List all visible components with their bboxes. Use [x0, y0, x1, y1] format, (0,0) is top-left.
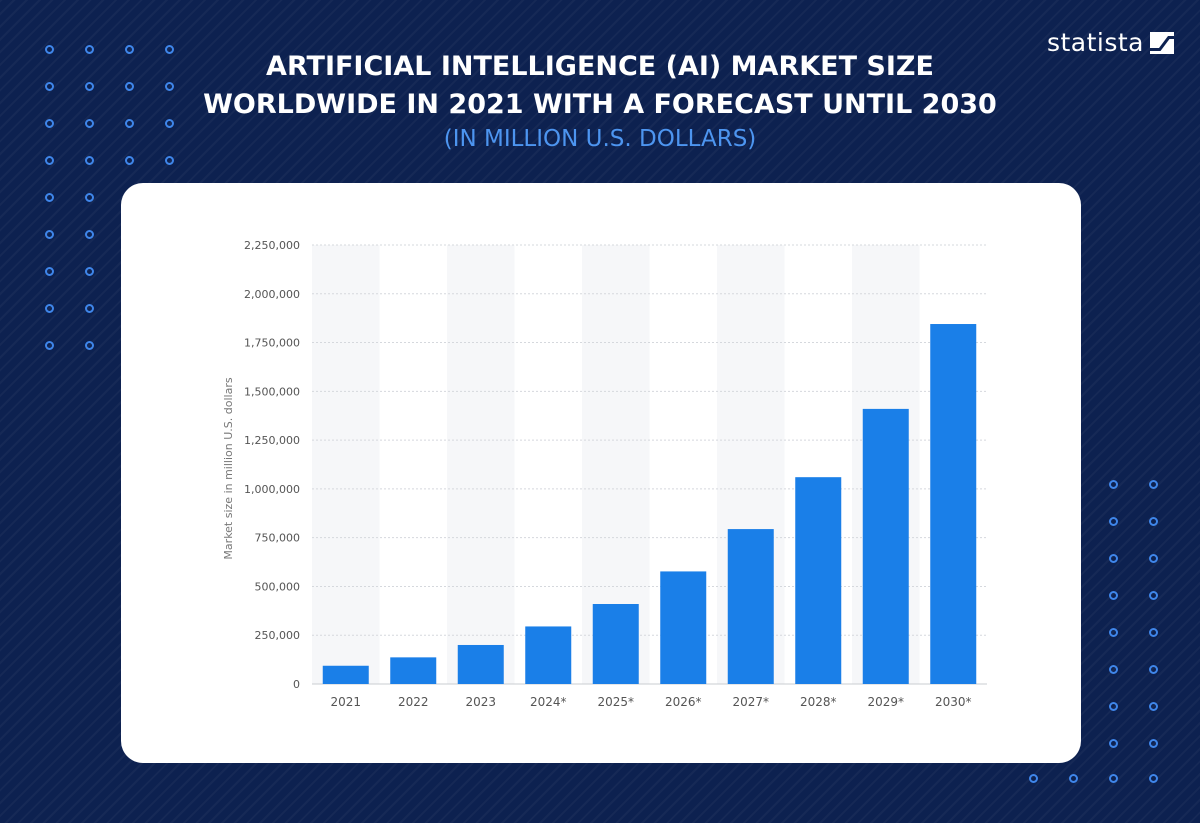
x-tick-label: 2023 — [465, 695, 496, 709]
x-tick-label: 2028* — [800, 695, 837, 709]
bar — [592, 604, 639, 684]
decorative-dot — [85, 267, 94, 276]
decorative-dot — [45, 156, 54, 165]
decorative-dot — [85, 230, 94, 239]
decorative-dot — [1109, 554, 1118, 563]
decorative-dot — [1149, 739, 1158, 748]
y-tick-label: 0 — [293, 678, 300, 691]
decorative-dot — [1109, 480, 1118, 489]
decorative-dot — [1109, 702, 1118, 711]
bar — [390, 657, 437, 684]
decorative-dot — [165, 156, 174, 165]
decorative-dot — [85, 193, 94, 202]
y-tick-label: 1,500,000 — [244, 385, 300, 398]
bar — [930, 324, 977, 684]
plot-band — [312, 245, 380, 684]
chart-card: 0 250,000 500,000 750,000 1,000,000 1,250,000… — [121, 183, 1081, 763]
decorative-dot — [45, 341, 54, 350]
decorative-dot — [85, 156, 94, 165]
bar — [862, 408, 909, 684]
statista-logo: statista — [1047, 28, 1174, 57]
y-tick-label: 250,000 — [255, 629, 301, 642]
decorative-dot — [45, 45, 54, 54]
y-tick-label: 1,000,000 — [244, 483, 300, 496]
decorative-dot — [45, 193, 54, 202]
chart-title-line-1: ARTIFICIAL INTELLIGENCE (AI) MARKET SIZE — [266, 51, 934, 82]
decorative-dot — [85, 45, 94, 54]
logo-text: statista — [1046, 28, 1144, 57]
x-tick-label: 2030* — [935, 695, 972, 709]
decorative-dot — [1149, 665, 1158, 674]
decorative-dot — [125, 156, 134, 165]
decorative-dot — [1149, 480, 1158, 489]
decorative-dot — [1149, 774, 1158, 783]
y-tick-label: 2,250,000 — [244, 239, 300, 252]
decorative-dot — [1109, 517, 1118, 526]
decorative-dot — [1109, 628, 1118, 637]
decorative-dot — [45, 82, 54, 91]
decorative-dot — [1149, 702, 1158, 711]
x-tick-label: 2022 — [398, 695, 429, 709]
y-tick-label: 2,000,000 — [244, 288, 300, 301]
decorative-dot — [45, 267, 54, 276]
decorative-dot — [45, 119, 54, 128]
decorative-dot — [125, 45, 134, 54]
decorative-dot — [85, 119, 94, 128]
y-tick-label: 750,000 — [255, 532, 301, 545]
bar — [795, 477, 842, 684]
chart-title-line-2: WORLDWIDE IN 2021 WITH A FORECAST UNTIL … — [203, 89, 997, 120]
bar — [660, 571, 707, 684]
bar — [322, 665, 369, 684]
y-tick-label: 1,750,000 — [244, 337, 300, 350]
x-tick-label: 2025* — [597, 695, 634, 709]
decorative-dot — [85, 304, 94, 313]
x-tick-label: 2029* — [867, 695, 904, 709]
plot-band — [447, 245, 515, 684]
y-axis-label: Market size in million U.S. dollars — [222, 377, 235, 559]
decorative-dot — [165, 45, 174, 54]
decorative-dot — [1149, 628, 1158, 637]
decorative-dot — [125, 119, 134, 128]
decorative-dot — [1109, 774, 1118, 783]
y-tick-label: 1,250,000 — [244, 434, 300, 447]
decorative-dot — [125, 82, 134, 91]
decorative-dot — [85, 82, 94, 91]
decorative-dot — [45, 230, 54, 239]
decorative-dot — [1109, 739, 1118, 748]
decorative-dot — [1149, 554, 1158, 563]
decorative-dot — [1029, 774, 1038, 783]
decorative-dot — [1109, 591, 1118, 600]
decorative-dot — [1149, 517, 1158, 526]
decorative-dot — [1149, 591, 1158, 600]
decorative-dot — [165, 119, 174, 128]
bar — [457, 644, 504, 684]
bar — [727, 529, 774, 684]
x-tick-label: 2026* — [665, 695, 702, 709]
bar — [525, 626, 572, 684]
statista-logo-icon — [1150, 31, 1174, 54]
decorative-dot — [1109, 665, 1118, 674]
x-tick-label: 2021 — [330, 695, 361, 709]
x-tick-label: 2024* — [530, 695, 567, 709]
decorative-dot — [1069, 774, 1078, 783]
x-tick-label: 2027* — [732, 695, 769, 709]
decorative-dot — [85, 341, 94, 350]
y-tick-label: 500,000 — [255, 580, 301, 593]
chart-subtitle: (IN MILLION U.S. DOLLARS) — [443, 126, 757, 152]
decorative-dot — [165, 82, 174, 91]
bar-chart: 0 250,000 500,000 750,000 1,000,000 1,250,000… — [222, 239, 987, 709]
decorative-dot — [45, 304, 54, 313]
chart-title: ARTIFICIAL INTELLIGENCE (AI) MARKET SIZE… — [0, 48, 1200, 124]
